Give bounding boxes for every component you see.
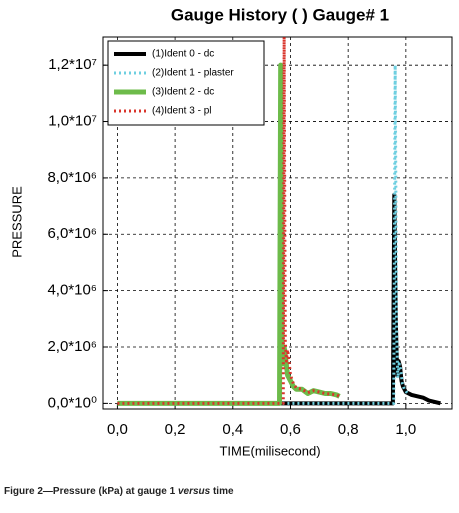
y-tick-label: 6,0*10⁶ <box>47 225 97 242</box>
y-tick-label: 1,0*10⁷ <box>48 113 97 130</box>
x-axis-label: TIME(milisecond) <box>219 443 320 458</box>
caption-italic: versus <box>177 486 211 497</box>
series-line <box>117 37 341 405</box>
chart-title: Gauge History ( ) Gauge# 1 <box>171 5 389 24</box>
y-tick-label: 1,2*10⁷ <box>48 56 97 73</box>
legend-label: (3)Ident 2 - dc <box>152 87 214 98</box>
plot-area <box>117 37 441 406</box>
y-tick-label: 2,0*10⁶ <box>47 338 97 355</box>
figure-caption: Figure 2—Pressure (kPa) at gauge 1 versu… <box>4 486 454 497</box>
y-axis-label: PRESSURE <box>9 186 24 258</box>
x-tick-label: 1,0 <box>395 421 416 438</box>
x-tick-label: 0,6 <box>280 421 301 438</box>
x-tick-label: 0,4 <box>222 421 243 438</box>
series-line <box>117 62 341 406</box>
x-tick-label: 0,0 <box>107 421 128 438</box>
series-line <box>117 63 410 405</box>
chart: Gauge History ( ) Gauge# 1 TIME(miliseco… <box>9 5 453 458</box>
legend-label: (1)Ident 0 - dc <box>152 49 214 60</box>
caption-text: time <box>210 486 234 497</box>
y-tick-label: 0,0*10⁰ <box>48 394 97 411</box>
y-tick-label: 8,0*10⁶ <box>47 169 97 186</box>
caption-text: Figure 2—Pressure (kPa) at gauge 1 <box>4 486 178 497</box>
plot-frame <box>102 36 453 410</box>
y-tick-label: 4,0*10⁶ <box>47 282 97 299</box>
legend-label: (4)Ident 3 - pl <box>152 106 211 117</box>
legend-label: (2)Ident 1 - plaster <box>152 68 234 79</box>
x-tick-label: 0,8 <box>338 421 359 438</box>
x-tick-label: 0,2 <box>165 421 186 438</box>
